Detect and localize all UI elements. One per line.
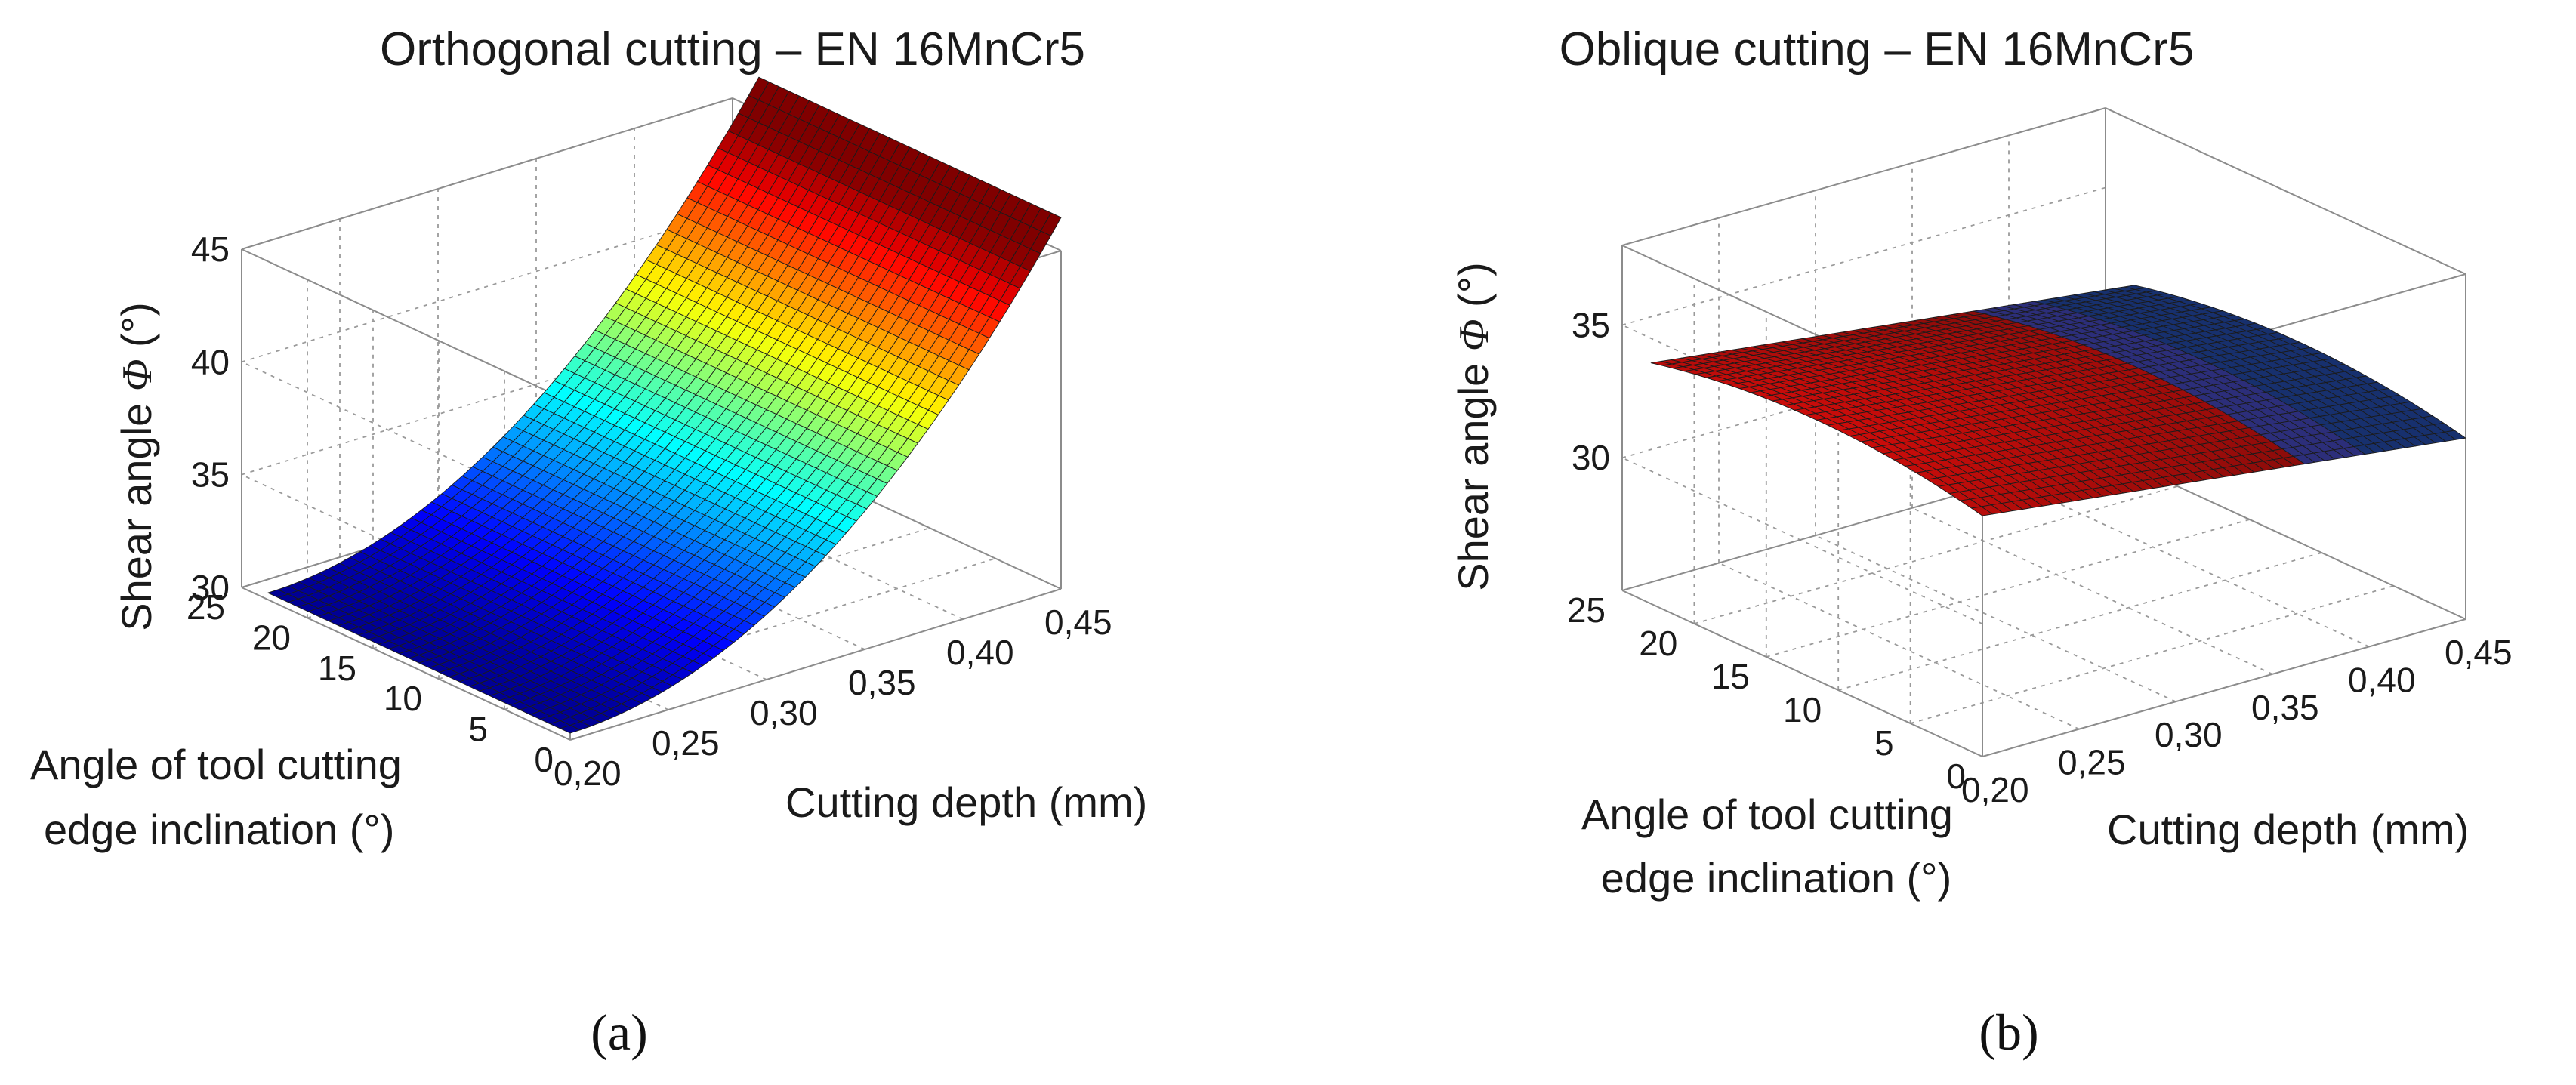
z-tick-label: 30 [191,568,230,607]
x-axis-label: Cutting depth (mm) [785,778,1147,826]
y-tick-label: 10 [384,679,422,718]
z-axis-label-text: Shear angle [113,391,160,631]
y-tick-label: 25 [1567,590,1606,630]
x-tick-label: 0,35 [848,663,916,702]
y-tick-label: 5 [1874,723,1894,763]
x-tick-label: 0,40 [2348,660,2416,699]
chart-title: Oblique cutting – EN 16MnCr5 [1559,23,2195,76]
z-axis-label-unit: (°) [113,302,160,359]
z-axis-label-symbol: Φ [1451,319,1498,352]
panel-b-chart: 0,20 0,25 0,30 0,35 0,40 0,45 0 5 10 15 20 25 30 35 Ob… [1449,23,2513,902]
y-tick-label: 10 [1783,690,1822,729]
x-tick-label: 0,20 [1961,770,2029,809]
x-tick-label: 0,45 [1044,603,1112,642]
z-axis-label-symbol: Φ [114,359,161,392]
x-tick-label: 0,25 [652,723,720,763]
surface [267,76,1062,734]
z-axis-label-text: Shear angle [1449,351,1497,591]
y-axis-label-line2: edge inclination (°) [1601,854,1951,902]
surface-patch [2444,430,2466,440]
z-axis-label: Shear angle Φ (°) [1449,262,1498,590]
z-tick-label: 35 [1572,305,1610,344]
chart-title: Orthogonal cutting – EN 16MnCr5 [380,23,1085,76]
z-tick-label: 40 [191,342,230,381]
z-axis-label: Shear angle Φ (°) [113,302,161,630]
x-tick-label: 0,35 [2251,688,2319,727]
panel-b-label: (b) [1979,1003,2038,1061]
x-tick-label: 0,25 [2058,743,2126,782]
tick-labels: 0,20 0,25 0,30 0,35 0,40 0,45 0 5 10 15 20 25 30 35 [1567,305,2513,809]
y-axis-label-line2: edge inclination (°) [44,806,394,853]
y-tick-label: 5 [468,710,488,749]
y-tick-label: 20 [1639,624,1677,663]
y-tick-label: 15 [1711,657,1750,696]
y-axis-label-line1: Angle of tool cutting [1581,791,1953,838]
x-tick-label: 0,40 [946,633,1014,672]
surface-patch [1040,212,1062,236]
z-tick-label: 35 [191,455,230,495]
surface [1650,285,2466,516]
x-axis-label: Cutting depth (mm) [2107,806,2469,853]
z-axis-label-unit: (°) [1449,262,1497,319]
y-tick-label: 15 [318,649,356,688]
x-tick-label: 0,45 [2445,633,2513,672]
z-tick-label: 45 [191,230,230,269]
y-tick-label: 0 [1946,757,1966,796]
y-tick-label: 20 [252,618,291,657]
x-tick-label: 0,30 [750,693,818,732]
x-tick-label: 0,30 [2155,715,2223,754]
y-axis-label-line1: Angle of tool cutting [30,741,402,788]
y-tick-label: 25 [187,587,225,627]
y-tick-label: 0 [534,740,554,779]
panel-a-label: (a) [591,1003,647,1061]
x-tick-label: 0,20 [554,754,622,793]
z-tick-label: 30 [1572,438,1610,477]
